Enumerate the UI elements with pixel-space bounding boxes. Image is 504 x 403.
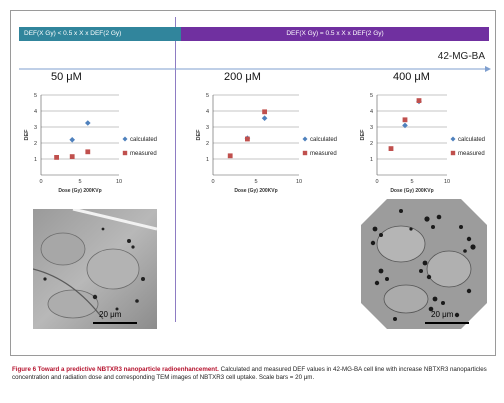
measured-point [388, 146, 394, 151]
y-axis-label: DEF [24, 129, 30, 141]
measured-point [262, 109, 267, 115]
tem-right-scale-bar [425, 322, 469, 324]
y-axis-label: DEF [196, 129, 202, 141]
chart-200uM: 1 2 3 4 5 0 5 10 Dose (Gy) 200KVp DEF calculated me… [196, 93, 337, 194]
x-tick-label: 5 [254, 179, 257, 185]
chart-1-title: 50 μM [51, 71, 82, 83]
legend-marker [122, 136, 128, 142]
legend-label: calculated [130, 137, 157, 143]
x-tick-label: 10 [116, 179, 122, 185]
cell-line-label: 42-MG-BA [437, 51, 485, 62]
legend-label: measured [130, 151, 157, 157]
x-tick-label: 5 [78, 179, 81, 185]
figure-panel: DEF(X Gy) < 0.5 x X x DEF(2 Gy) DEF(X Gy… [10, 10, 496, 356]
section-divider [175, 17, 176, 322]
x-tick-label: 10 [444, 179, 450, 185]
header-right-label: DEF(X Gy) = 0.5 x X x DEF(2 Gy) [181, 27, 489, 41]
y-tick-label: 1 [34, 157, 37, 163]
measured-point [416, 98, 422, 103]
measured-point [85, 149, 91, 155]
y-tick-label: 5 [34, 93, 37, 99]
header-left-label: DEF(X Gy) < 0.5 x X x DEF(2 Gy) [19, 27, 184, 41]
tem-right-scale-label: 20 μm [431, 310, 454, 319]
legend-label: calculated [458, 137, 485, 143]
chart-400uM: 1 2 3 4 5 0 5 10 Dose (Gy) 200KVp DEF calculated me… [360, 93, 485, 194]
x-axis-label: Dose (Gy) 200KVp [58, 188, 101, 194]
legend-label: measured [310, 151, 337, 157]
y-tick-label: 2 [206, 141, 209, 147]
tem-left-scale-bar [93, 322, 137, 324]
legend-marker [450, 136, 456, 142]
tem-image-right [361, 199, 487, 329]
legend-label: measured [458, 151, 485, 157]
tem-image-left [32, 207, 158, 329]
x-axis-label: Dose (Gy) 200KVp [234, 188, 277, 194]
y-tick-label: 3 [206, 125, 209, 131]
y-tick-label: 1 [206, 157, 209, 163]
chart-3-title: 400 μM [393, 71, 430, 83]
x-tick-label: 10 [296, 179, 302, 185]
chart-2-title: 200 μM [224, 71, 261, 83]
figure-caption: Figure 6 Toward a predictive NBTXR3 nano… [12, 366, 494, 383]
caption-text: Calculated and measured DEF values in 42… [12, 366, 487, 382]
y-tick-label: 5 [370, 93, 373, 99]
x-axis-label: Dose (Gy) 200KVp [390, 188, 433, 194]
y-tick-label: 5 [206, 93, 209, 99]
legend-label: calculated [310, 137, 337, 143]
x-tick-label: 0 [375, 179, 378, 185]
legend-marker [302, 136, 308, 142]
y-tick-label: 4 [206, 109, 209, 115]
y-tick-label: 3 [34, 125, 37, 131]
calculated-point [85, 120, 91, 126]
measured-point [402, 117, 408, 123]
y-tick-label: 3 [370, 125, 373, 131]
x-tick-label: 0 [39, 179, 42, 185]
calculated-point [69, 137, 75, 143]
dose-arrow [19, 66, 491, 72]
y-tick-label: 4 [34, 109, 37, 115]
calculated-point [261, 115, 268, 121]
y-tick-label: 2 [370, 141, 373, 147]
y-tick-label: 2 [34, 141, 37, 147]
x-tick-label: 0 [211, 179, 214, 185]
x-tick-label: 5 [410, 179, 413, 185]
legend-marker [122, 150, 128, 156]
y-axis-label: DEF [360, 129, 366, 141]
measured-point [69, 154, 75, 159]
y-tick-label: 4 [370, 109, 373, 115]
y-tick-label: 1 [370, 157, 373, 163]
caption-lead: Figure 6 Toward a predictive NBTXR3 nano… [12, 366, 219, 373]
measured-point [245, 136, 250, 142]
legend-marker [302, 150, 308, 156]
measured-point [54, 155, 59, 160]
measured-point [227, 153, 233, 159]
calculated-point [402, 122, 408, 129]
legend-marker [450, 150, 456, 156]
tem-left-scale-label: 20 μm [99, 310, 122, 319]
chart-50uM: 1 2 3 4 5 0 5 10 Dose (Gy) 200KVp DEF calculated me… [24, 93, 157, 194]
